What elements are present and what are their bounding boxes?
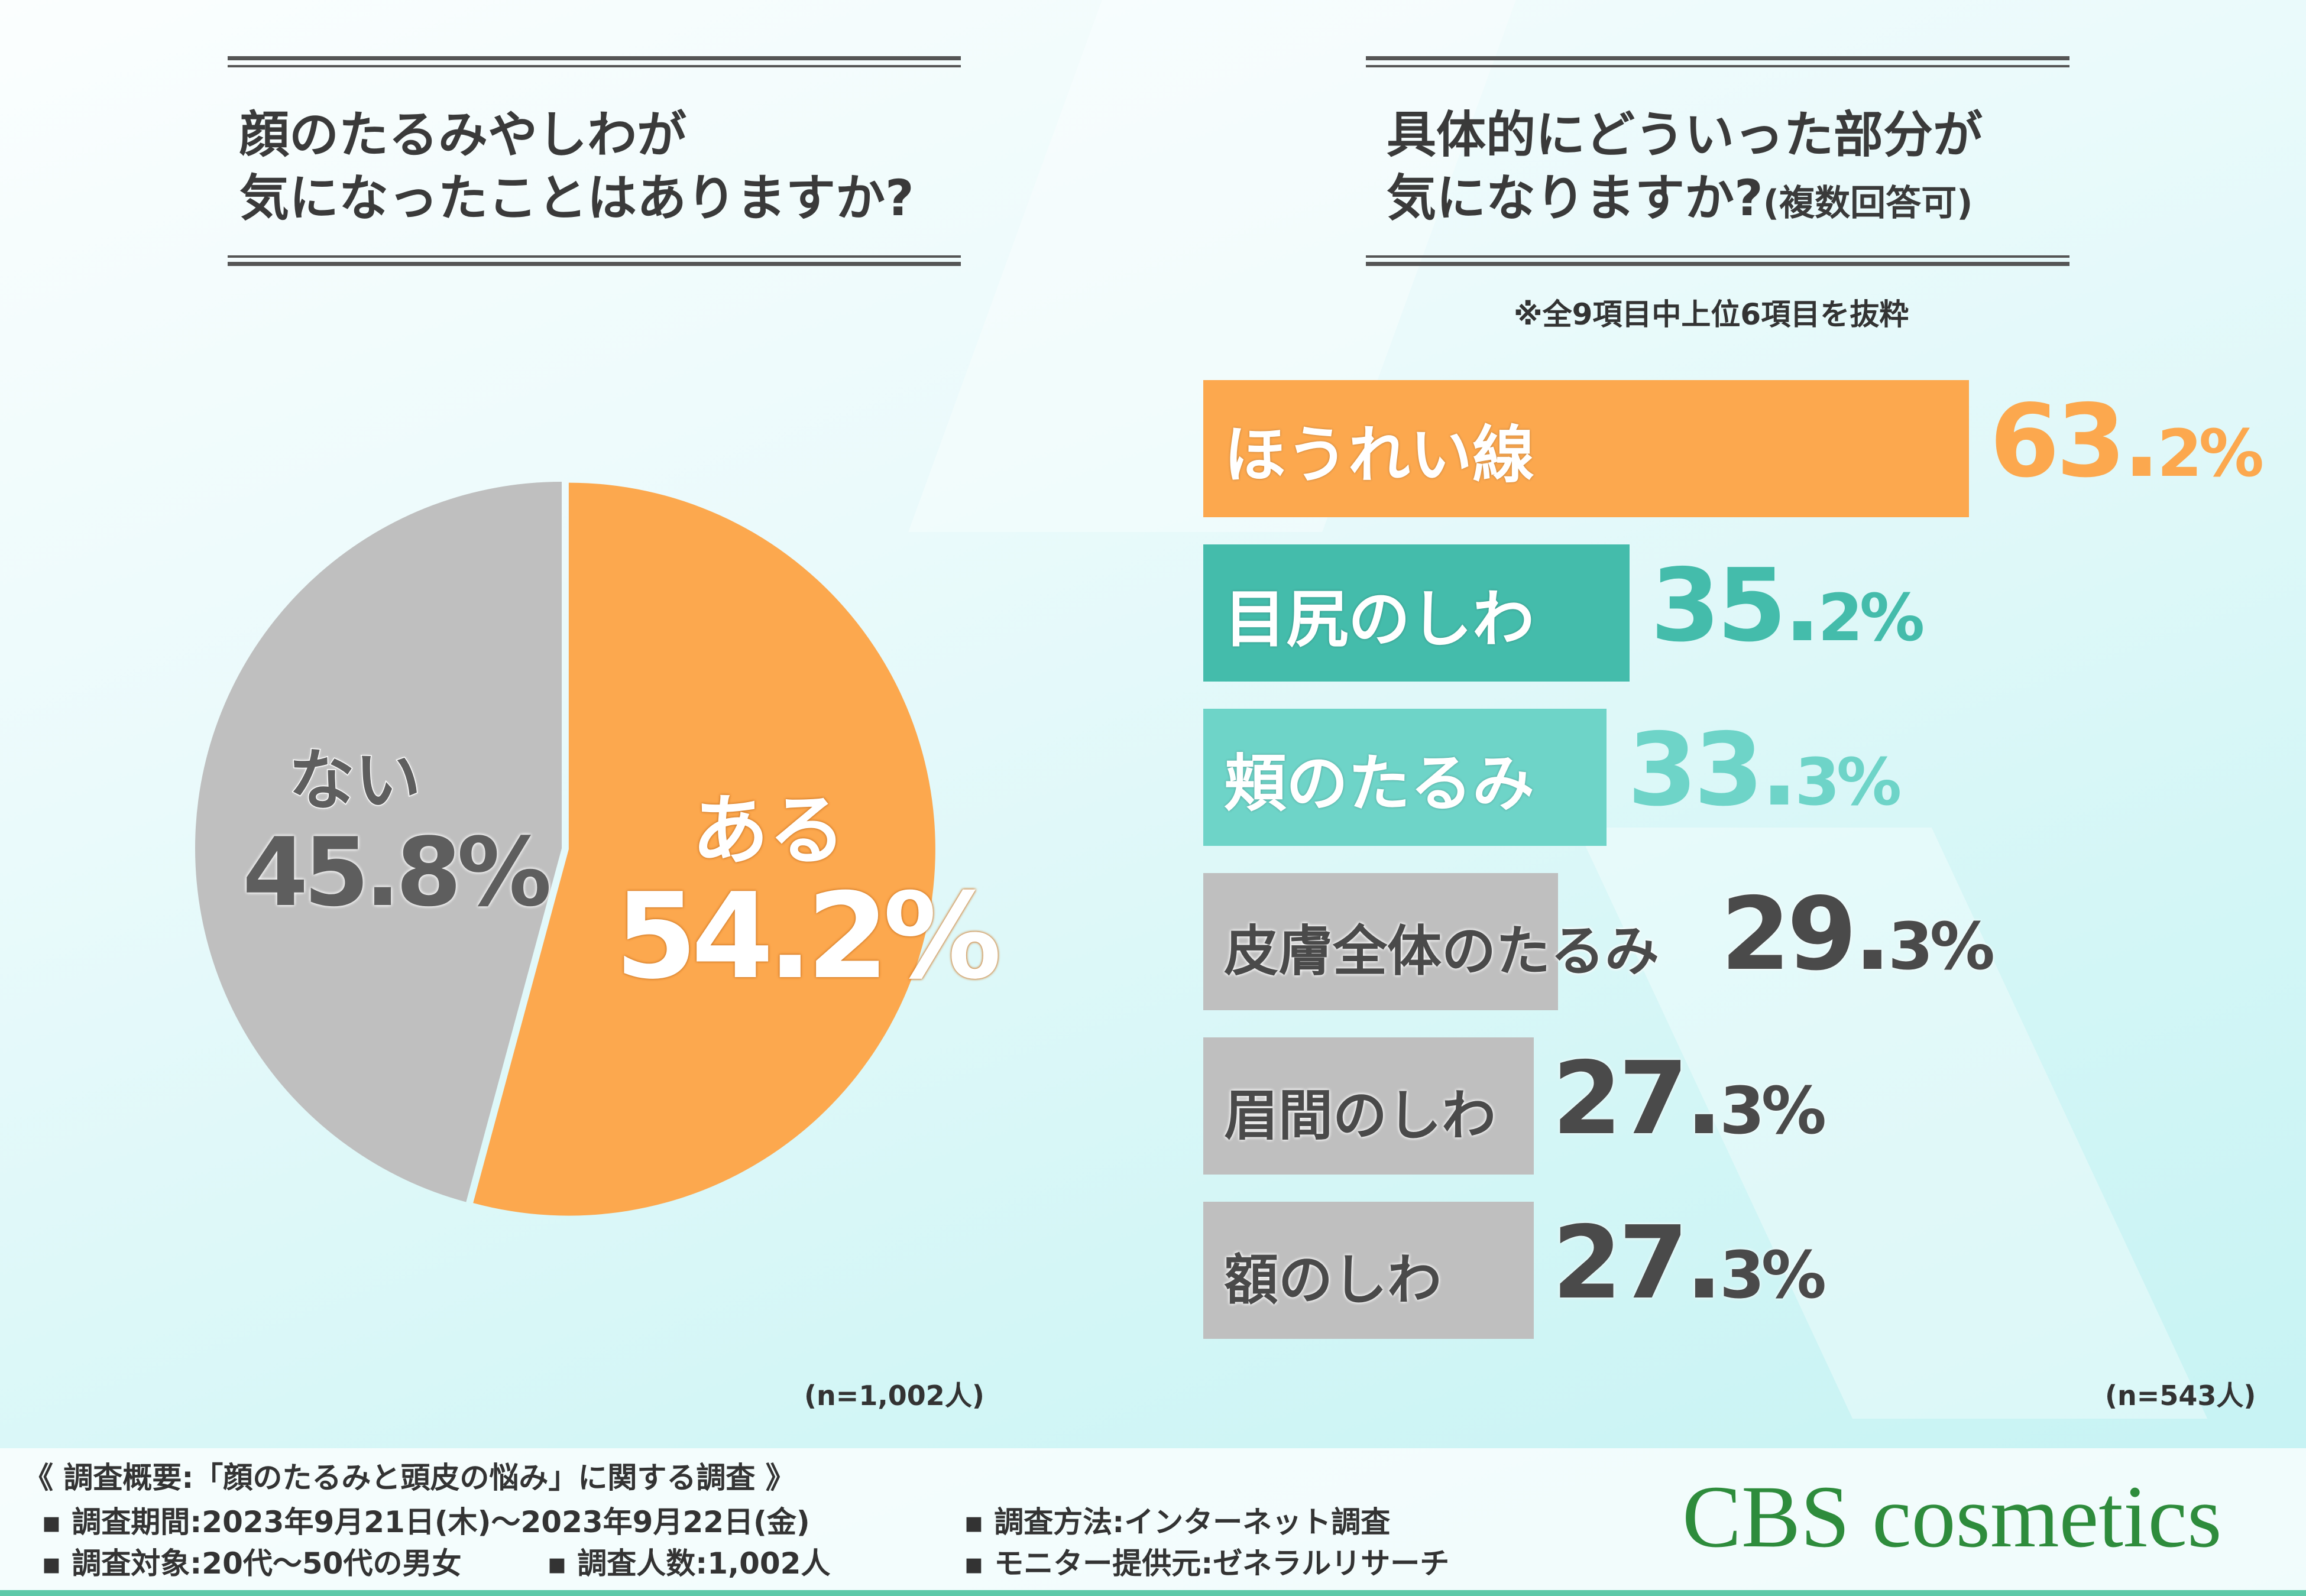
bar-label-4: 眉間のしわ — [1224, 1084, 1497, 1147]
bar-value-dec-4: 3% — [1719, 1073, 1826, 1149]
bar-label-1: 目尻のしわ — [1224, 583, 1535, 656]
bar-value-int-5: 27. — [1552, 1205, 1723, 1322]
bar-value-0: 63.2% — [1990, 383, 2264, 500]
right-header-rule-top — [1366, 56, 2069, 60]
left-question-line1: 顔のたるみやしわが — [239, 106, 687, 164]
pie-slice-aru — [473, 482, 935, 1216]
footer-provider: ▪ モニター提供元:ゼネラルリサーチ — [964, 1546, 1450, 1581]
bar-value-int-1: 35. — [1650, 547, 1821, 664]
right-header-rule-top-thin — [1366, 65, 2069, 67]
bar-1 — [1203, 544, 1630, 682]
bar-value-dec-1: 2% — [1818, 580, 1925, 656]
right-question-suffix: (複数回答可) — [1763, 182, 1973, 224]
right-header-rule-bottom — [1366, 262, 2069, 266]
bar-value-5: 27.3% — [1552, 1205, 1826, 1322]
bar-label-5: 額のしわ — [1224, 1248, 1442, 1312]
left-header-rule-bottom-thin — [228, 255, 961, 258]
bar-0 — [1203, 380, 1969, 517]
bar-value-1: 35.2% — [1650, 547, 1925, 664]
left-header-rule-top-thin — [228, 65, 961, 67]
right-header-rule-bottom-thin — [1366, 255, 2069, 258]
bar-3 — [1203, 873, 1559, 1010]
footer-title: 《 調査概要:「顔のたるみと頭皮の悩み」に関する調査 》 — [24, 1461, 795, 1495]
footer-band — [0, 1448, 2306, 1596]
footer-count: ▪ 調査人数:1,002人 — [547, 1546, 831, 1581]
footer-target: ▪ 調査対象:20代〜50代の男女 — [41, 1546, 462, 1581]
bar-label-3: 皮膚全体のたるみ — [1224, 920, 1660, 983]
left-question: 顔のたるみやしわが 気になったことはありますか? — [239, 103, 914, 229]
right-note: ※全9項目中上位6項目を抜粋 — [1514, 297, 1909, 332]
right-n-label: (n=543人) — [2105, 1380, 2256, 1412]
right-question: 具体的にどういった部分が 気になりますか?(複数回答可) — [1387, 103, 1983, 229]
bar-value-4: 27.3% — [1552, 1040, 1826, 1157]
bar-value-3: 29.3% — [1721, 876, 1995, 993]
pie-label-aru-text: ある — [691, 786, 846, 875]
bar-value-int-3: 29. — [1721, 876, 1892, 993]
bar-4 — [1203, 1037, 1534, 1175]
cbs-cosmetics-logo: CBS cosmetics — [1682, 1468, 2222, 1566]
right-question-line1: 具体的にどういった部分が — [1387, 106, 1983, 164]
left-header-rule-top — [228, 56, 961, 60]
bar-2 — [1203, 709, 1607, 846]
bar-value-dec-2: 3% — [1795, 744, 1902, 820]
left-header-rule-bottom — [228, 262, 961, 266]
left-question-line2: 気になったことはありますか? — [239, 168, 914, 227]
bar-value-int-4: 27. — [1552, 1040, 1723, 1157]
pie-label-nai-text: ない — [288, 742, 422, 820]
footer-period: ▪ 調査期間:2023年9月21日(木)〜2023年9月22日(金) — [41, 1505, 810, 1539]
pie-slice-nai — [195, 482, 562, 1202]
right-question-line2: 気になりますか? — [1387, 168, 1763, 227]
footer-method: ▪ 調査方法:インターネット調査 — [964, 1505, 1391, 1539]
bar-label-0: ほうれい線 — [1224, 419, 1535, 491]
bar-value-2: 33.3% — [1627, 712, 1902, 829]
footer-accent-line — [0, 1590, 2306, 1596]
bar-value-dec-0: 2% — [2157, 416, 2264, 491]
left-n-label: (n=1,002人) — [804, 1380, 984, 1412]
bar-label-2: 頬のたるみ — [1224, 748, 1535, 820]
bar-value-int-0: 63. — [1990, 383, 2161, 500]
bar-value-dec-3: 3% — [1888, 909, 1995, 984]
bar-5 — [1203, 1202, 1534, 1339]
bar-value-dec-5: 3% — [1719, 1237, 1826, 1313]
bar-value-int-2: 33. — [1627, 712, 1798, 829]
